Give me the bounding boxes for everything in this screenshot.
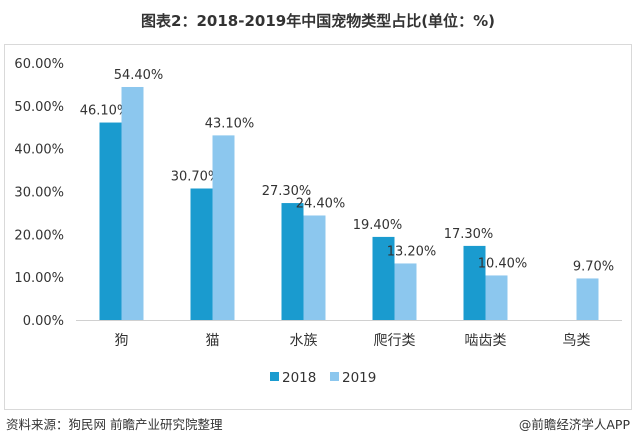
x-tick-label: 猫	[206, 333, 220, 349]
data-label: 24.40%	[296, 196, 346, 211]
chart-frame	[4, 44, 632, 410]
legend-label: 2018	[282, 370, 316, 386]
data-label: 10.40%	[478, 256, 528, 271]
y-tick-label: 10.00%	[14, 271, 64, 286]
bar-2018	[99, 122, 122, 320]
bar-2019	[485, 275, 508, 320]
x-tick-label: 鸟类	[563, 333, 591, 349]
credit-note: @前瞻经济学人APP	[518, 417, 630, 432]
data-label: 43.10%	[205, 116, 255, 131]
data-label: 9.70%	[573, 259, 614, 274]
y-tick-label: 30.00%	[14, 186, 64, 201]
bar-2019	[394, 263, 417, 320]
bar-2019	[121, 86, 144, 320]
data-label: 19.40%	[353, 218, 403, 233]
y-tick-label: 40.00%	[14, 143, 64, 158]
data-label: 30.70%	[171, 170, 221, 185]
x-tick-label: 啮齿类	[465, 333, 507, 349]
y-tick-label: 60.00%	[14, 57, 64, 72]
bar-2019	[303, 215, 326, 320]
y-tick-label: 50.00%	[14, 100, 64, 115]
bar-2018	[463, 245, 486, 320]
x-tick-label: 狗	[115, 333, 129, 349]
bar-2018	[190, 188, 213, 320]
data-label: 46.10%	[80, 104, 130, 119]
data-label: 27.30%	[262, 184, 312, 199]
source-note: 资料来源：狗民网 前瞻产业研究院整理	[6, 417, 223, 432]
y-tick-label: 0.00%	[23, 314, 64, 329]
data-label: 54.40%	[114, 68, 164, 83]
x-tick-label: 爬行类	[374, 333, 416, 349]
data-label: 13.20%	[387, 244, 437, 259]
legend-swatch-2018	[270, 372, 279, 381]
bar-2018	[281, 203, 304, 320]
bar-2019	[212, 135, 235, 320]
legend-swatch-2019	[330, 372, 339, 381]
chart-title: 图表2：2018-2019年中国宠物类型占比(单位：%)	[141, 12, 495, 30]
bar-2019	[576, 278, 599, 320]
bar-2018	[372, 236, 395, 320]
legend-label: 2019	[342, 370, 376, 386]
x-tick-label: 水族	[290, 333, 318, 349]
y-tick-label: 20.00%	[14, 228, 64, 243]
data-label: 17.30%	[444, 227, 494, 242]
